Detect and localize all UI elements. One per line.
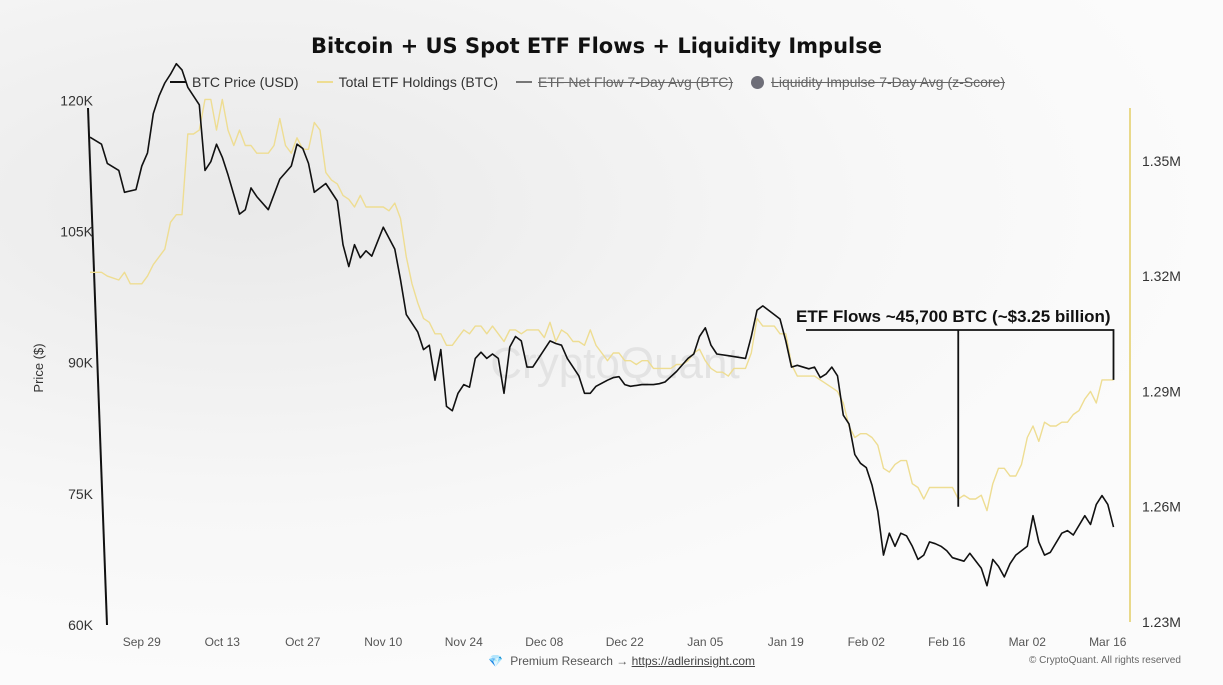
x-tick-label: Nov 24 bbox=[445, 635, 483, 649]
x-tick-label: Feb 16 bbox=[928, 635, 966, 649]
legend-swatch-etf-net-flow bbox=[516, 81, 533, 83]
legend-swatch-liquidity-impulse bbox=[751, 75, 765, 89]
legend-item-etf-net-flow[interactable]: ETF Net Flow 7-Day Avg (BTC) bbox=[516, 74, 733, 90]
x-tick-label: Nov 10 bbox=[364, 635, 402, 649]
x-tick-label: Dec 08 bbox=[525, 635, 563, 649]
legend-item-btc-price[interactable]: BTC Price (USD) bbox=[170, 74, 299, 90]
x-tick-label: Mar 02 bbox=[1009, 635, 1047, 649]
legend-label-btc-price: BTC Price (USD) bbox=[192, 74, 299, 90]
right-tick-label: 1.32M bbox=[1142, 268, 1181, 284]
x-tick-label: Jan 05 bbox=[687, 635, 723, 649]
x-tick-label: Oct 27 bbox=[285, 635, 321, 649]
legend-label-liquidity-impulse: Liquidity Impulse 7-Day Avg (z-Score) bbox=[771, 74, 1006, 90]
left-tick-label: 90K bbox=[68, 355, 94, 371]
left-tick-label: 60K bbox=[68, 617, 94, 633]
legend-swatch-etf-holdings bbox=[316, 81, 333, 83]
watermark: CryptoQuant bbox=[490, 339, 739, 388]
x-axis-ticks: Sep 29 Oct 13 Oct 27 Nov 10 Nov 24 Dec 08 Dec … bbox=[123, 635, 1127, 649]
footer: 💎 Premium Research → https://adlerinsigh… bbox=[0, 654, 1223, 668]
x-tick-label: Dec 22 bbox=[606, 635, 644, 649]
footer-text: Premium Research → bbox=[510, 654, 629, 668]
chart-plot-area: CryptoQuant 60K 75K 90K 105K 120K 1.23M 1.26M… bbox=[31, 62, 1181, 649]
right-tick-label: 1.29M bbox=[1142, 383, 1181, 399]
x-tick-label: Jan 19 bbox=[768, 635, 804, 649]
left-axis-line bbox=[87, 107, 108, 626]
right-axis-ticks: 1.23M 1.26M 1.29M 1.32M 1.35M bbox=[1142, 153, 1181, 630]
x-tick-label: Sep 29 bbox=[123, 635, 161, 649]
legend-item-etf-holdings[interactable]: Total ETF Holdings (BTC) bbox=[316, 74, 499, 90]
right-tick-label: 1.26M bbox=[1142, 499, 1181, 515]
left-axis-ticks: 60K 75K 90K 105K 120K bbox=[60, 92, 93, 633]
legend-label-etf-net-flow: ETF Net Flow 7-Day Avg (BTC) bbox=[538, 74, 734, 90]
right-tick-label: 1.23M bbox=[1142, 614, 1181, 630]
x-tick-label: Oct 13 bbox=[205, 635, 241, 649]
annotation-bracket bbox=[806, 329, 1115, 380]
chart-title: Bitcoin + US Spot ETF Flows + Liquidity … bbox=[311, 34, 882, 58]
x-tick-label: Mar 16 bbox=[1089, 635, 1127, 649]
series-line-etf-holdings bbox=[90, 98, 1114, 512]
legend-swatch-btc-price bbox=[170, 81, 186, 83]
annotation-label: ETF Flows ~45,700 BTC (~$3.25 billion) bbox=[796, 307, 1111, 326]
footer-link[interactable]: https://adlerinsight.com bbox=[631, 654, 756, 668]
copyright-text: © CryptoQuant. All rights reserved bbox=[1029, 655, 1181, 666]
right-tick-label: 1.35M bbox=[1142, 153, 1181, 169]
diamond-icon: 💎 bbox=[487, 654, 503, 668]
legend-item-liquidity-impulse[interactable]: Liquidity Impulse 7-Day Avg (z-Score) bbox=[751, 74, 1005, 90]
y-axis-label: Price ($) bbox=[31, 343, 46, 392]
series-line-btc-price bbox=[89, 62, 1115, 587]
legend-label-etf-holdings: Total ETF Holdings (BTC) bbox=[338, 74, 499, 90]
left-tick-label: 120K bbox=[60, 92, 93, 108]
x-tick-label: Feb 02 bbox=[848, 635, 886, 649]
left-tick-label: 105K bbox=[60, 224, 93, 240]
series-layer bbox=[89, 62, 1115, 587]
annotation-layer: ETF Flows ~45,700 BTC (~$3.25 billion) bbox=[796, 307, 1115, 507]
chart-legend: BTC Price (USD) Total ETF Holdings (BTC)… bbox=[170, 72, 1023, 92]
left-tick-label: 75K bbox=[68, 486, 94, 502]
